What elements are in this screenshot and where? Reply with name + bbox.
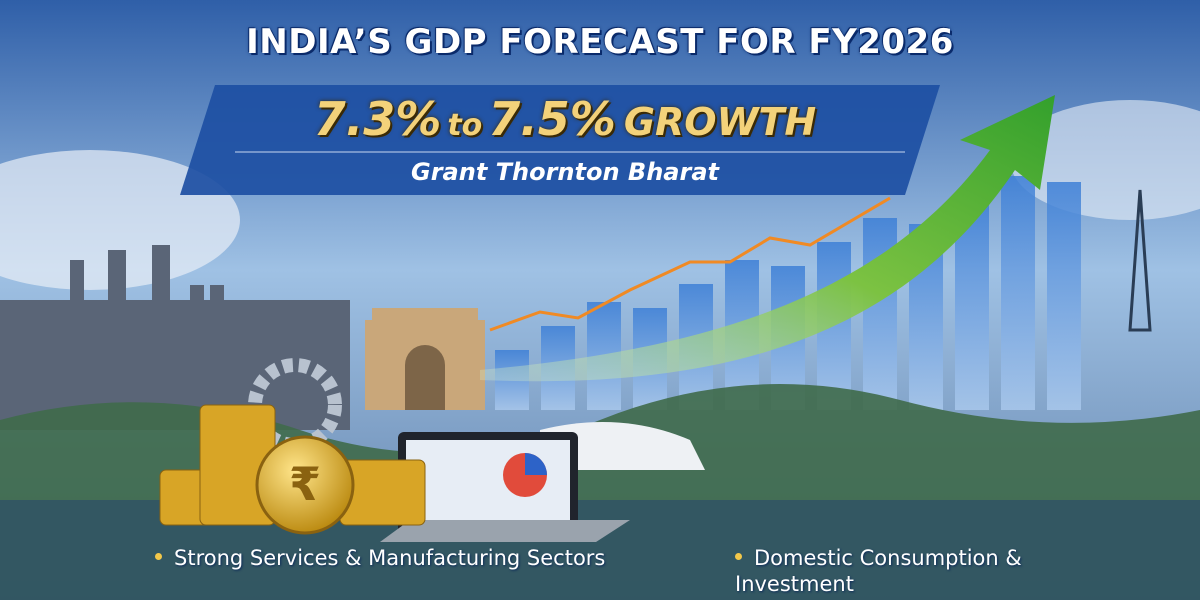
decor-bar: [1001, 176, 1035, 410]
coin-stacks: [159, 404, 426, 526]
rupee-coin: [255, 435, 355, 535]
rupee-symbol: ₹: [289, 457, 321, 511]
headline-high: 7.5%: [488, 92, 616, 146]
laptop-base: [380, 520, 630, 542]
decor-bar: [1047, 182, 1081, 410]
bullet: Domestic Consumption & Investment: [735, 545, 1095, 597]
train: [540, 422, 705, 470]
trend-line: [489, 196, 891, 332]
headline-low: 7.3%: [313, 92, 442, 146]
gate-arch: [405, 345, 445, 410]
source: Grant Thornton Bharat: [411, 158, 719, 186]
decor-bar: [863, 218, 897, 410]
banner: [180, 85, 940, 195]
pie-icon-slice: [525, 453, 547, 475]
growth-arrow: [480, 95, 1055, 382]
headline-word: GROWTH: [623, 100, 817, 144]
cloud: [0, 150, 240, 290]
headline: 7.3% to 7.5% GROWTH: [215, 92, 915, 146]
title: INDIA’S GDP FORECAST FOR FY2026: [246, 22, 954, 62]
bullet: Strong Services & Manufacturing Sectors: [155, 545, 735, 571]
headline-to: to: [447, 108, 483, 143]
tower: [1128, 189, 1152, 332]
laptop-display: [406, 440, 570, 532]
gear: [248, 358, 342, 452]
